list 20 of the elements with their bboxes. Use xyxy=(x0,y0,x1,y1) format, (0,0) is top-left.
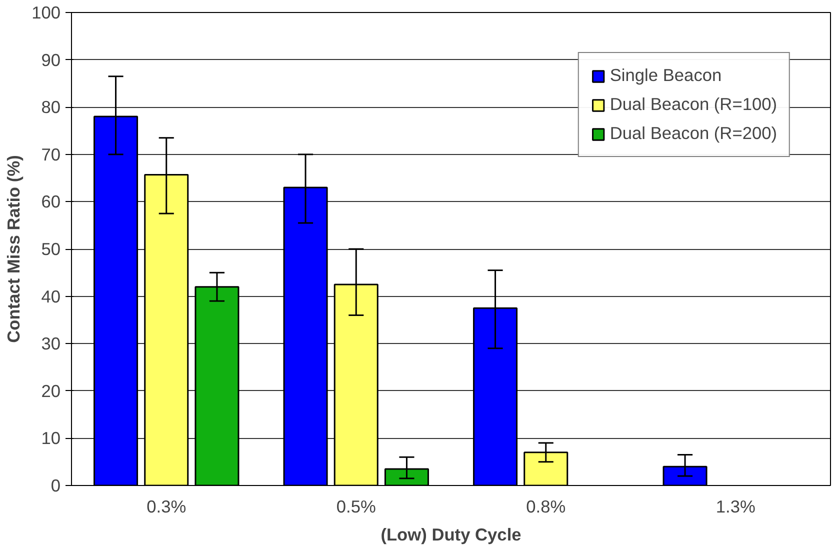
x-tick-label: 0.5% xyxy=(336,496,376,516)
y-tick-label: 40 xyxy=(41,286,61,306)
y-tick-label: 70 xyxy=(41,144,61,164)
y-axis-title: Contact Miss Ratio (%) xyxy=(4,155,24,343)
legend-label: Dual Beacon (R=100) xyxy=(610,94,777,115)
y-tick-label: 50 xyxy=(41,239,61,259)
y-tick-label: 10 xyxy=(41,428,61,448)
legend-label: Dual Beacon (R=200) xyxy=(610,123,777,144)
y-tick-label: 60 xyxy=(41,192,61,212)
y-tick-label: 20 xyxy=(41,380,61,401)
y-tick-label: 100 xyxy=(32,2,61,22)
y-tick-label: 80 xyxy=(41,97,61,118)
x-tick-label: 1.3% xyxy=(716,496,756,516)
y-tick-label: 90 xyxy=(41,50,61,70)
y-tick-label: 30 xyxy=(41,334,61,354)
x-tick-label: 0.8% xyxy=(526,496,566,516)
x-tick-label: 0.3% xyxy=(146,496,186,516)
y-tick-label: 0 xyxy=(50,476,61,496)
legend-label: Single Beacon xyxy=(610,65,722,86)
x-axis-title: (Low) Duty Cycle xyxy=(380,524,522,544)
